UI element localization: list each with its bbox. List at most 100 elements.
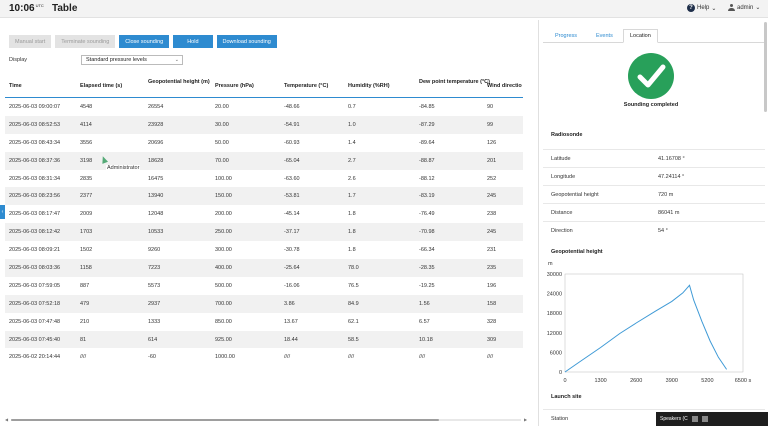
table-cell: 62.1 — [348, 318, 359, 325]
y-axis-label: m — [548, 261, 553, 267]
scroll-right-icon[interactable]: ▶ — [524, 417, 528, 422]
table-cell: -89.64 — [419, 139, 435, 146]
table-cell: 1000.00 — [215, 354, 235, 361]
user-menu[interactable]: admin ⌄ — [728, 4, 760, 11]
table-row[interactable]: 2025-06-03 07:45:40 81 614 925.00 18.44 58.5 1… — [5, 330, 523, 349]
field-value: 86041 m — [658, 210, 680, 216]
toolbar: Manual start Terminate sounding Close so… — [9, 35, 277, 48]
manual-start-button[interactable]: Manual start — [9, 35, 52, 48]
table-row[interactable]: 2025-06-03 08:17:47 2009 12048 200.00 -45.14… — [5, 205, 523, 223]
help-menu[interactable]: ? Help ⌄ — [687, 4, 716, 12]
collapse-panel-button[interactable]: ‹ — [0, 205, 5, 219]
column-header[interactable]: Time — [9, 83, 22, 89]
table-cell: 245 — [487, 229, 497, 236]
table-cell: 328 — [487, 318, 497, 325]
y-tick-label: 18000 — [547, 311, 562, 317]
table-cell: 887 — [80, 282, 90, 289]
table-row[interactable]: 2025-06-03 07:52:18 479 2937 700.00 3.86 84.9… — [5, 294, 523, 313]
table-cell: -37.17 — [284, 229, 300, 236]
table-row[interactable]: 2025-06-03 08:03:36 1158 7223 400.00 -25.64 7… — [5, 259, 523, 277]
os-taskbar: Speakers (C — [656, 412, 768, 426]
table-row[interactable]: 2025-06-03 08:12:42 1703 10533 250.00 -37.17… — [5, 223, 523, 242]
table-cell: -60.93 — [284, 139, 300, 146]
tab-events[interactable]: Events — [596, 33, 613, 39]
table-cell: -87.29 — [419, 121, 435, 128]
table-cell: 2025-06-02 20:14:44 — [9, 354, 61, 361]
table-cell: -25.64 — [284, 265, 300, 272]
column-header[interactable]: Dew point temperature (°C) — [419, 79, 490, 85]
table-cell: 6.57 — [419, 318, 430, 325]
close-sounding-button[interactable]: Close sounding — [119, 35, 170, 48]
table-row[interactable]: 2025-06-03 07:47:48 210 1333 850.00 13.67 62.… — [5, 313, 523, 331]
column-header[interactable]: Temperature (°C) — [284, 83, 329, 89]
table-cell: 2025-06-03 08:43:34 — [9, 139, 61, 146]
field-label: Longitude — [551, 174, 576, 180]
sounding-table: Time Elapsed time (s) Geopotential height … — [5, 76, 523, 366]
x-tick-label: 0 — [563, 378, 566, 384]
table-cell: 30.00 — [215, 121, 229, 128]
table-row[interactable]: 2025-06-03 08:09:21 1502 9260 300.00 -30.78 1… — [5, 241, 523, 259]
table-cell: -48.66 — [284, 104, 300, 110]
scroll-left-icon[interactable]: ◀ — [5, 417, 9, 422]
panel-scrollbar[interactable] — [764, 22, 767, 422]
table-cell: 9260 — [148, 247, 161, 254]
user-icon — [728, 4, 735, 11]
x-tick-label: 3900 — [666, 378, 678, 384]
table-row[interactable]: 2025-06-02 20:14:44 //// -60 1000.00 //// ///… — [5, 348, 523, 366]
scrollbar-thumb[interactable] — [764, 22, 767, 112]
table-cell: 0.7 — [348, 104, 356, 110]
table-row[interactable]: 2025-06-03 09:00:07 4548 26554 20.00 -48.66 0… — [5, 98, 523, 116]
scrollbar-thumb[interactable] — [11, 419, 439, 421]
table-cell: 90 — [487, 104, 494, 110]
horizontal-scrollbar[interactable]: ◀ ▶ — [5, 417, 531, 422]
table-cell: 201 — [487, 157, 497, 164]
panel-tabs: Progress Events Location — [543, 29, 765, 43]
table-cell: -70.98 — [419, 229, 435, 236]
table-cell: 99 — [487, 121, 494, 128]
table-cell: 210 — [80, 318, 90, 325]
table-cell: //// — [487, 354, 494, 361]
field-value: 47.24114 ° — [658, 174, 685, 180]
table-row[interactable]: 2025-06-03 08:37:36 3198 18628 70.00 -65.04 2… — [5, 151, 523, 170]
table-cell: 1333 — [148, 318, 161, 325]
field-label: Distance — [551, 210, 573, 216]
table-cell: 2025-06-03 08:12:42 — [9, 229, 61, 236]
field-value: 41.16708 ° — [658, 156, 685, 162]
column-header[interactable]: Wind directio — [487, 83, 522, 89]
table-cell: 16475 — [148, 175, 164, 182]
table-row[interactable]: 2025-06-03 07:59:05 887 5573 500.00 -16.06 76… — [5, 277, 523, 295]
terminate-sounding-button[interactable]: Terminate sounding — [55, 35, 116, 48]
table-cell: 250.00 — [215, 229, 232, 236]
check-circle-icon — [628, 53, 674, 99]
tab-progress[interactable]: Progress — [555, 33, 578, 39]
app-icon[interactable] — [701, 416, 708, 422]
download-sounding-button[interactable]: Download sounding — [216, 35, 277, 48]
field-label: Direction — [551, 228, 573, 234]
table-row[interactable]: 2025-06-03 08:52:53 4114 23928 30.00 -54.91 1… — [5, 115, 523, 134]
table-cell: 1.8 — [348, 247, 356, 254]
table-cell: -65.04 — [284, 157, 300, 164]
column-header[interactable]: Elapsed time (s) — [80, 83, 123, 89]
table-cell: 196 — [487, 282, 497, 289]
launch-site-title: Launch site — [551, 394, 582, 400]
table-row[interactable]: 2025-06-03 08:31:34 2835 16475 100.00 -63.60… — [5, 170, 523, 188]
table-cell: -76.49 — [419, 211, 435, 218]
table-row[interactable]: 2025-06-03 08:43:34 3556 20696 50.00 -60.93 1… — [5, 134, 523, 152]
geopotential-height-chart: m 0 6000 12000 18000 24000 30000 0 1300 2600 3900 5… — [547, 261, 752, 384]
column-header[interactable]: Humidity (%RH) — [348, 83, 390, 89]
hold-button[interactable]: Hold — [173, 35, 213, 48]
table-cell: 18628 — [148, 157, 164, 164]
app-icon[interactable] — [691, 416, 698, 422]
table-cell: 13940 — [148, 193, 164, 200]
sounding-status: Sounding completed — [623, 102, 679, 108]
table-row[interactable]: 2025-06-03 08:23:56 2377 13940 150.00 -53.81… — [5, 187, 523, 206]
table-cell: -45.14 — [284, 211, 300, 218]
table-cell: 2937 — [148, 300, 161, 307]
display-select[interactable]: Standard pressure levels ⌄ — [81, 55, 183, 65]
table-cell: 12048 — [148, 211, 164, 218]
table-cell: 1158 — [80, 265, 92, 272]
column-header[interactable]: Geopotential height (m) — [148, 79, 210, 85]
column-header[interactable]: Pressure (hPa) — [215, 83, 254, 89]
help-icon: ? — [687, 4, 695, 12]
tab-location[interactable]: Location — [623, 29, 658, 43]
